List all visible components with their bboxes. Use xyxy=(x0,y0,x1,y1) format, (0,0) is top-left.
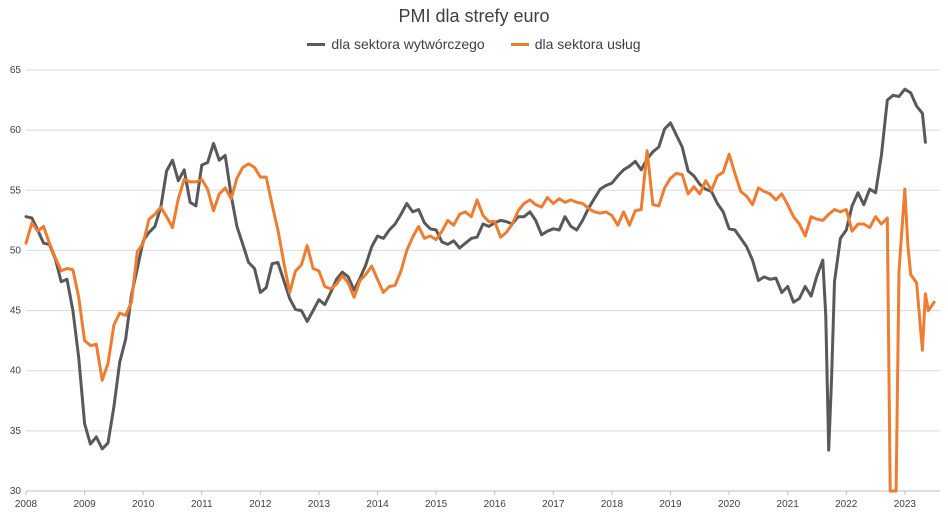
x-tick-label: 2020 xyxy=(718,499,741,510)
y-tick-label: 30 xyxy=(10,486,22,497)
x-tick-label: 2017 xyxy=(542,499,565,510)
x-tick-label: 2019 xyxy=(659,499,682,510)
y-tick-label: 50 xyxy=(10,245,22,256)
legend-label-services: dla sektora usług xyxy=(534,36,641,52)
legend-swatch-services xyxy=(510,42,529,46)
y-tick-label: 35 xyxy=(10,426,22,437)
x-tick-label: 2013 xyxy=(308,499,331,510)
y-tick-label: 55 xyxy=(10,185,22,196)
x-tick-label: 2008 xyxy=(15,499,38,510)
x-tick-label: 2018 xyxy=(601,499,624,510)
x-tick-label: 2015 xyxy=(425,499,448,510)
x-tick-label: 2009 xyxy=(73,499,96,510)
x-tick-label: 2023 xyxy=(894,499,917,510)
legend-label-manufacturing: dla sektora wytwórczego xyxy=(331,36,485,52)
x-tick-label: 2016 xyxy=(484,499,507,510)
legend-swatch-manufacturing xyxy=(307,42,326,46)
x-tick-label: 2021 xyxy=(777,499,800,510)
y-tick-label: 40 xyxy=(10,366,22,377)
x-tick-label: 2012 xyxy=(249,499,272,510)
x-tick-label: 2014 xyxy=(366,499,389,510)
y-tick-label: 60 xyxy=(10,125,22,136)
y-tick-label: 65 xyxy=(10,65,22,76)
x-tick-label: 2022 xyxy=(835,499,858,510)
series-line-0 xyxy=(24,87,927,452)
y-tick-label: 45 xyxy=(10,306,22,317)
series-line-1 xyxy=(24,149,936,493)
legend-item-manufacturing: dla sektora wytwórczego xyxy=(307,36,485,52)
x-tick-label: 2011 xyxy=(191,499,213,510)
chart-legend: dla sektora wytwórczego dla sektora usłu… xyxy=(0,36,948,52)
chart-title: PMI dla strefy euro xyxy=(398,6,550,26)
x-tick-label: 2010 xyxy=(132,499,155,510)
legend-item-services: dla sektora usług xyxy=(510,36,641,52)
